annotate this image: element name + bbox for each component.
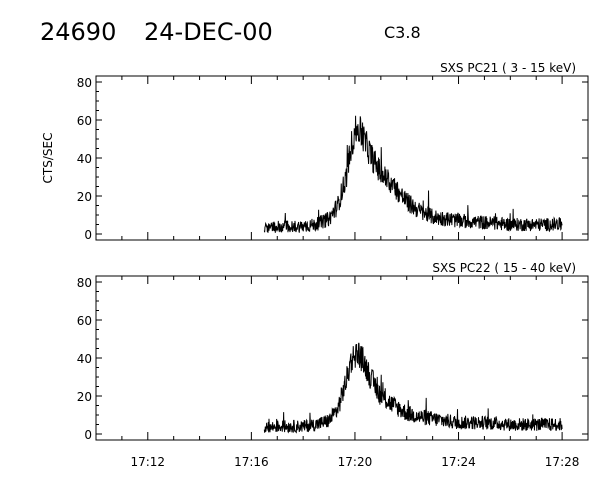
x-tick-label: 17:16 <box>234 455 269 469</box>
y-tick-label: 80 <box>77 276 92 290</box>
panel-title: SXS PC21 ( 3 - 15 keV) <box>440 61 576 75</box>
y-tick-label: 80 <box>77 76 92 90</box>
x-tick-label: 17:24 <box>441 455 476 469</box>
y-tick-label: 40 <box>77 352 92 366</box>
plot-frame <box>95 75 589 241</box>
y-tick-label: 60 <box>77 314 92 328</box>
y-tick-label: 20 <box>77 190 92 204</box>
x-tick-label: 17:28 <box>545 455 580 469</box>
y-axis-label: CTS/SEC <box>41 133 55 184</box>
y-tick-label: 0 <box>84 428 92 442</box>
series-line <box>263 342 563 434</box>
panel-title: SXS PC22 ( 15 - 40 keV) <box>432 261 576 275</box>
y-tick-label: 0 <box>84 228 92 242</box>
event-date: 24-DEC-00 <box>144 18 273 46</box>
x-tick-label: 17:12 <box>130 455 165 469</box>
y-tick-label: 40 <box>77 152 92 166</box>
series-line <box>263 115 563 233</box>
flare-class: C3.8 <box>384 23 421 42</box>
plot-frame <box>95 275 589 441</box>
panel-pc22: SXS PC22 ( 15 - 40 keV) 0 20 40 60 80 17:12 17:… <box>77 261 589 469</box>
x-tick-label: 17:20 <box>338 455 373 469</box>
y-tick-label: 20 <box>77 390 92 404</box>
panel-pc21: SXS PC21 ( 3 - 15 keV) 0 20 40 60 80 CTS/SEC <box>41 61 589 242</box>
event-id: 24690 <box>40 18 116 46</box>
y-tick-label: 60 <box>77 114 92 128</box>
